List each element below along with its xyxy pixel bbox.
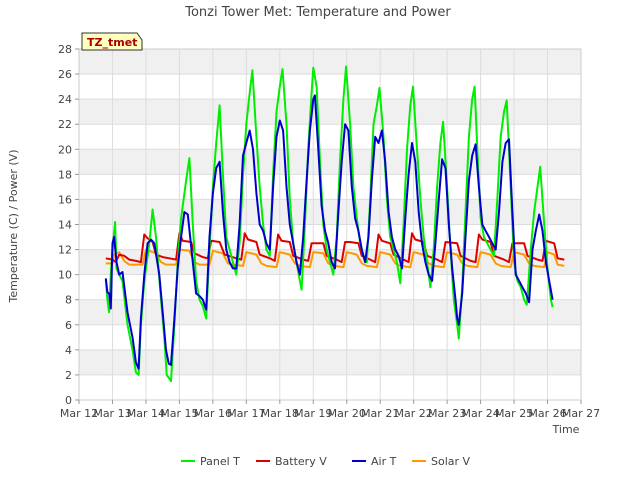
x-tick-label: Mar 15 [160, 407, 198, 420]
plot-band [79, 349, 581, 375]
x-tick-label: Mar 25 [495, 407, 533, 420]
plot-band [79, 99, 581, 125]
y-tick-label: 16 [58, 193, 72, 206]
legend-label-solar-v: Solar V [431, 455, 471, 468]
y-tick-label: 0 [65, 394, 72, 407]
chart-title: Tonzi Tower Met: Temperature and Power [184, 5, 451, 20]
x-tick-label: Mar 20 [328, 407, 366, 420]
y-tick-label: 12 [58, 244, 72, 257]
y-tick-label: 2 [65, 369, 72, 382]
x-tick-label: Mar 26 [528, 407, 566, 420]
y-tick-label: 22 [58, 118, 72, 131]
y-tick-label: 10 [58, 269, 72, 282]
y-tick-label: 28 [58, 43, 72, 56]
annotation-text: TZ_tmet [87, 36, 137, 49]
series-line-air-t [104, 94, 554, 370]
x-tick-label: Mar 16 [194, 407, 232, 420]
annotation-box [81, 32, 143, 51]
y-axis-label: Temperature (C) / Power (V) [7, 149, 20, 303]
series-line-solar-v [105, 248, 565, 269]
plot-band [79, 49, 581, 75]
plot-band [79, 299, 581, 325]
x-tick-label: Mar 19 [294, 407, 332, 420]
x-tick-label: Mar 21 [361, 407, 399, 420]
y-tick-label: 18 [58, 168, 72, 181]
y-tick-label: 24 [58, 93, 72, 106]
annotation-tag: TZ_tmet [81, 32, 143, 51]
y-tick-label: 8 [65, 294, 72, 307]
x-tick-label: Mar 17 [227, 407, 265, 420]
x-tick-label: Mar 27 [562, 407, 600, 420]
y-tick-label: 6 [65, 319, 72, 332]
y-tick-label: 4 [65, 344, 72, 357]
y-tick-label: 14 [58, 219, 72, 232]
legend: Panel T Battery V Air T Solar V [181, 455, 471, 468]
plot-band [79, 149, 581, 175]
x-tick-label: Mar 22 [395, 407, 433, 420]
series-layer [104, 65, 565, 383]
y-tick-label: 20 [58, 143, 72, 156]
legend-label-air-t: Air T [371, 455, 397, 468]
x-tick-label: Mar 13 [93, 407, 131, 420]
legend-label-panel-t: Panel T [200, 455, 240, 468]
x-axis-label: Time [552, 423, 580, 436]
y-tick-label: 26 [58, 68, 72, 81]
x-tick-label: Mar 12 [60, 407, 98, 420]
series-line-battery-v [105, 232, 565, 264]
x-tick-label: Mar 24 [461, 407, 499, 420]
legend-label-battery-v: Battery V [275, 455, 327, 468]
x-tick-label: Mar 18 [261, 407, 299, 420]
x-tick-label: Mar 23 [428, 407, 466, 420]
x-tick-label: Mar 14 [127, 407, 165, 420]
